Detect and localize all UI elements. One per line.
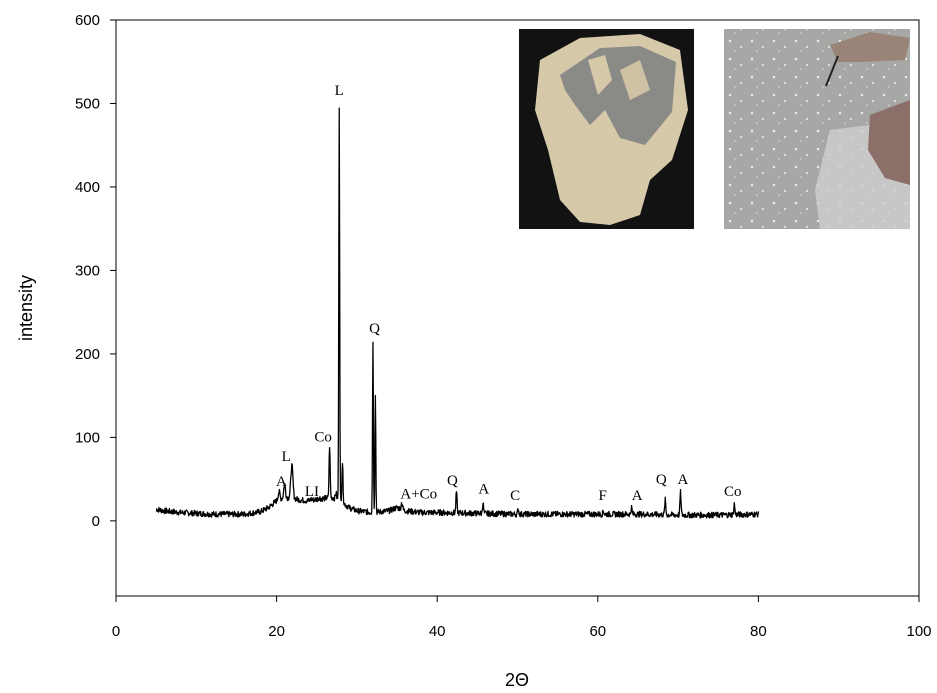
x-tick-label: 0: [112, 623, 120, 640]
peak-label: Q: [656, 472, 667, 488]
peak-label: A: [276, 474, 287, 490]
peak-label: A: [677, 472, 688, 488]
x-tick-label: 60: [589, 623, 606, 640]
y-axis-ticks: 0 100 200 300 400 500 600: [75, 12, 116, 530]
y-tick-label: 600: [75, 12, 100, 29]
peak-label: Q: [369, 321, 380, 337]
xrd-spectrum-line: [155, 107, 760, 519]
peak-label: A: [632, 488, 643, 504]
peak-label: A: [478, 481, 489, 497]
y-tick-label: 200: [75, 346, 100, 363]
x-axis-title: 2Θ: [505, 670, 529, 690]
plot-frame: [115, 19, 920, 597]
sample-photo-inset: [519, 29, 694, 229]
y-tick-label: 0: [92, 513, 100, 530]
y-tick-label: 100: [75, 429, 100, 446]
peak-label: Q: [447, 473, 458, 489]
peak-label: Co: [724, 484, 742, 500]
site-photo-inset: [724, 29, 910, 229]
x-axis-ticks: 0 20 40 60 80 100: [112, 596, 932, 640]
x-tick-label: 100: [906, 623, 931, 640]
peak-label: C: [510, 488, 520, 504]
peak-label: A+Co: [400, 486, 437, 502]
y-axis-title: intensity: [16, 275, 36, 341]
peak-label: LI: [305, 484, 319, 500]
x-tick-label: 40: [429, 623, 446, 640]
peak-label: L: [335, 83, 344, 99]
x-tick-label: 20: [268, 623, 285, 640]
y-tick-label: 500: [75, 95, 100, 112]
x-tick-label: 80: [750, 623, 767, 640]
peak-label: Co: [314, 430, 332, 446]
peak-label: F: [598, 488, 606, 504]
y-tick-label: 300: [75, 262, 100, 279]
peak-label: L: [282, 449, 291, 465]
y-tick-label: 400: [75, 179, 100, 196]
